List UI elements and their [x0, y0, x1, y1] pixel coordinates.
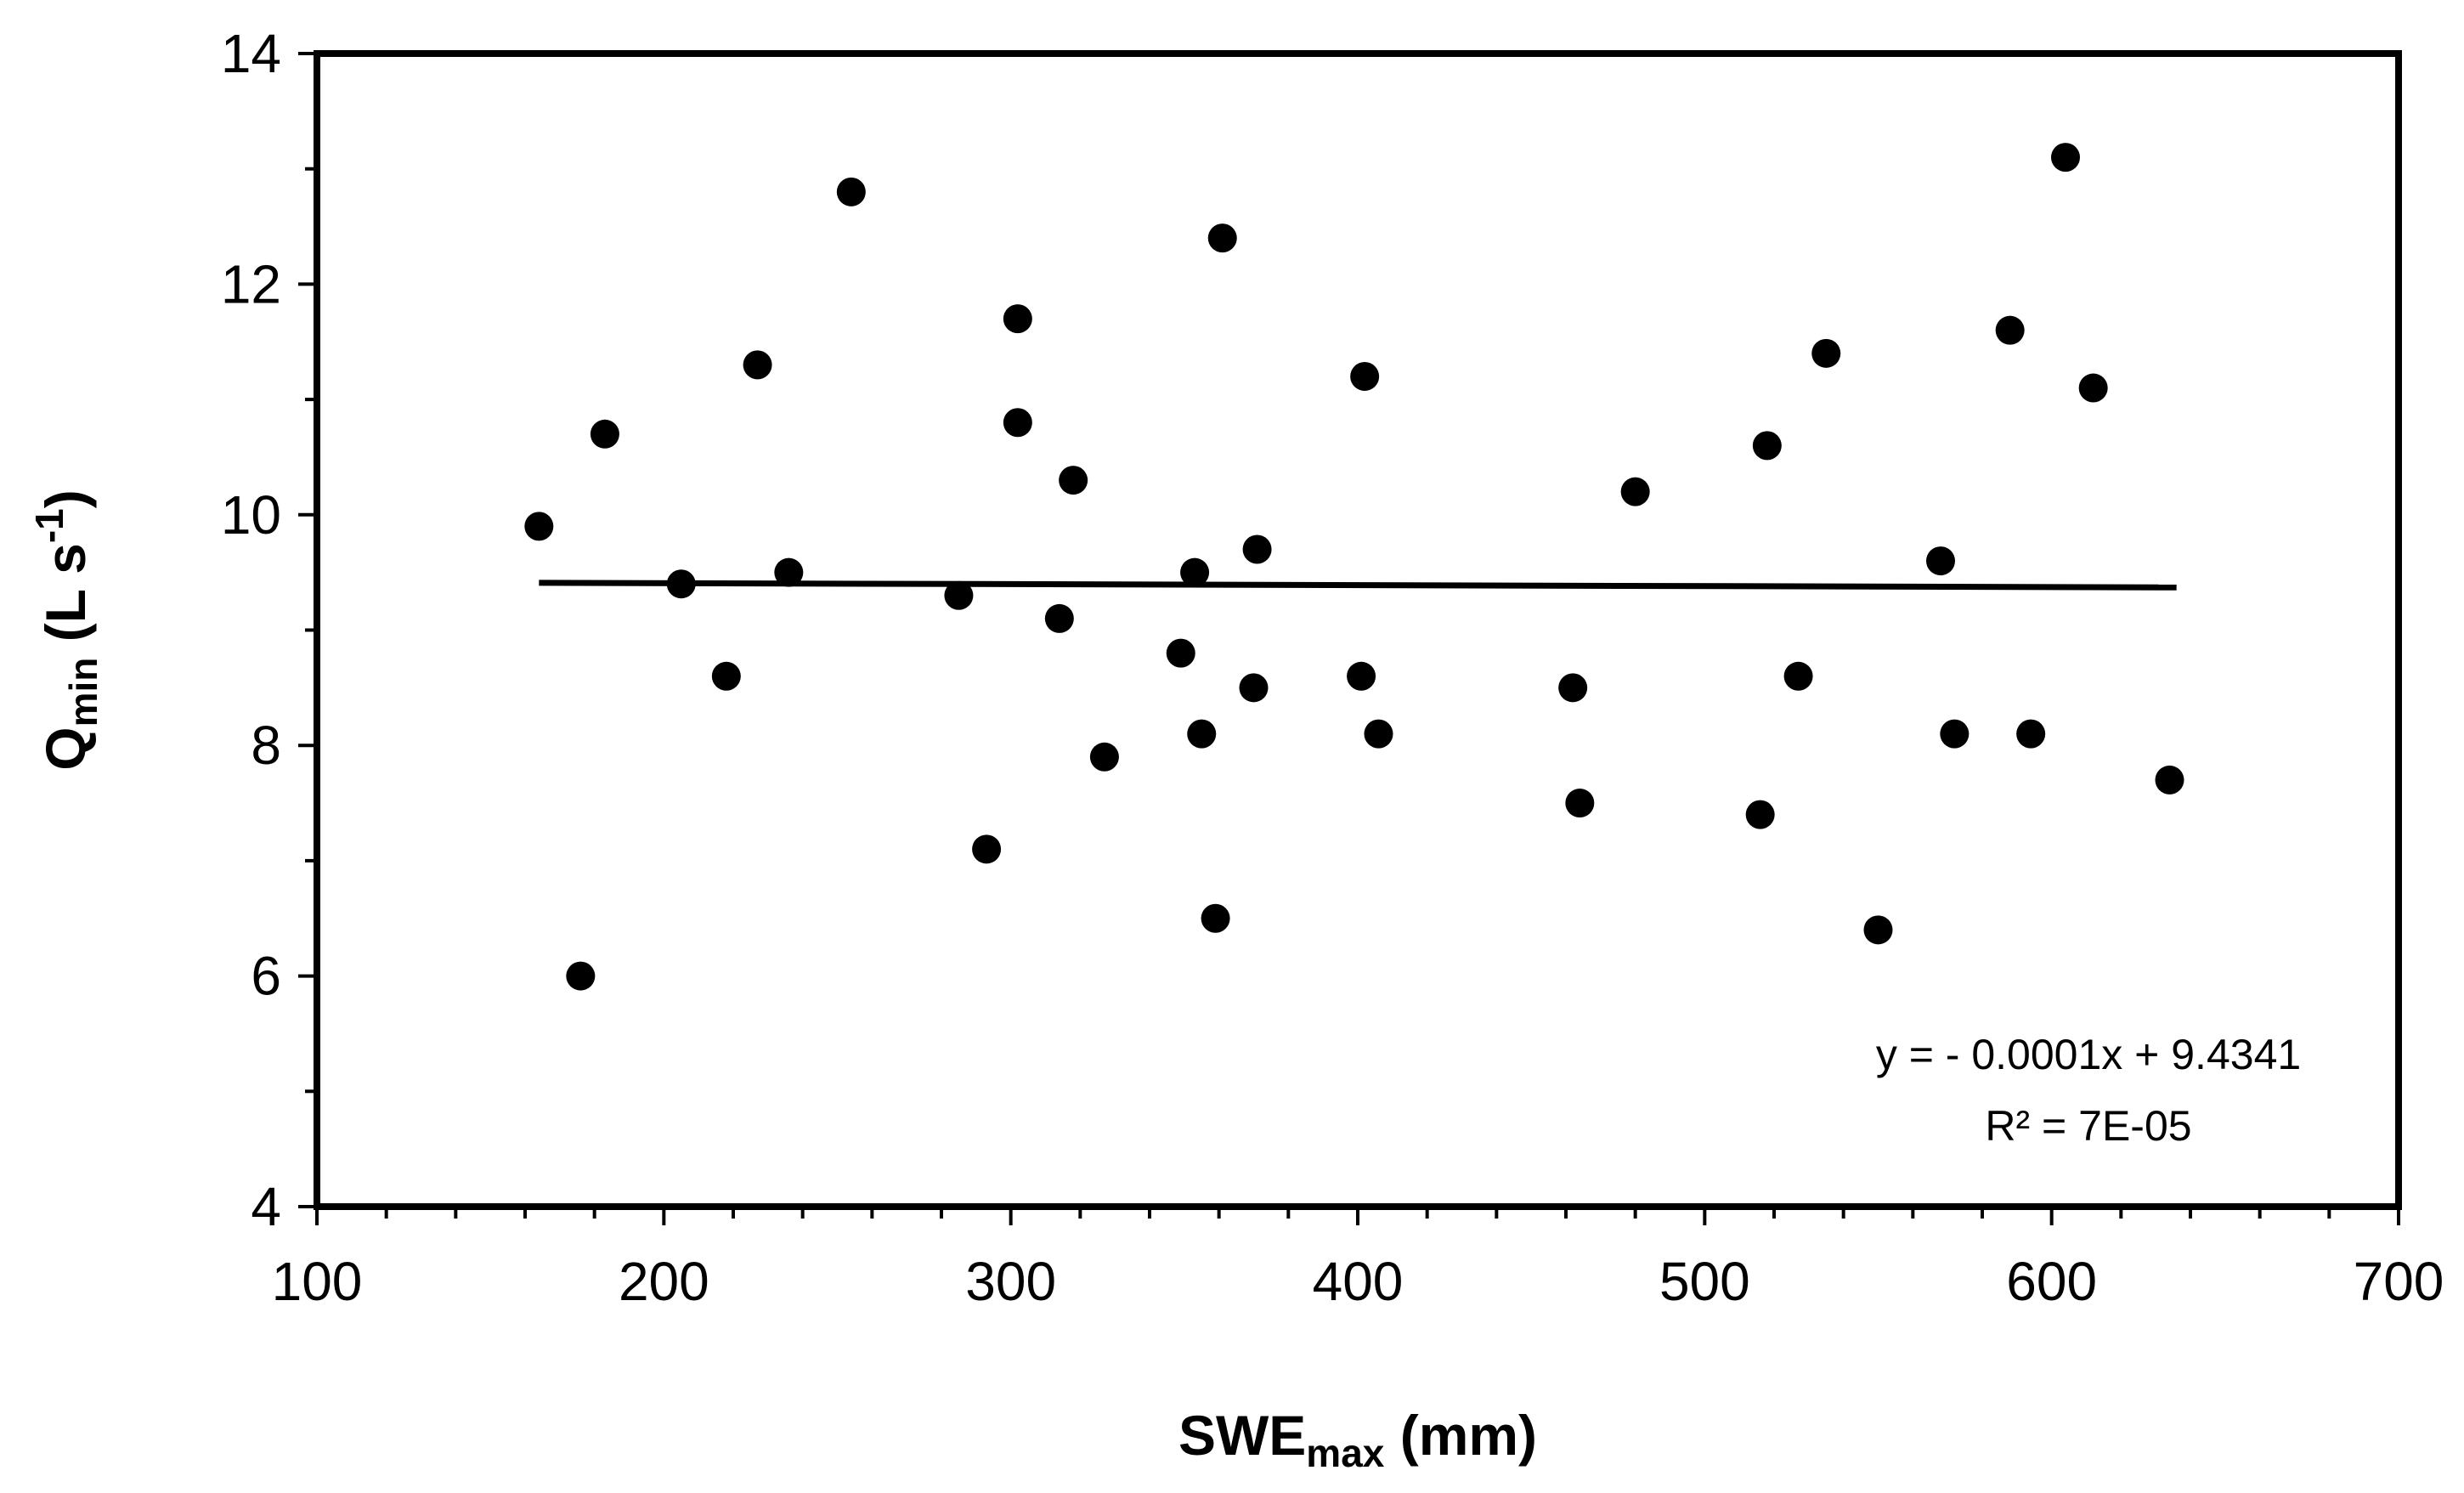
x-tick-label: 200 — [619, 1251, 709, 1312]
data-point — [1201, 903, 1230, 933]
y-axis-title: Qmin (L s-1) — [27, 489, 105, 771]
data-point — [1239, 673, 1269, 703]
data-point — [2155, 765, 2184, 795]
data-point — [1044, 603, 1074, 633]
trendline-equation: y = - 0.0001x + 9.4341 — [1876, 1031, 2301, 1078]
y-tick-label: 6 — [251, 946, 281, 1007]
data-point — [1558, 673, 1588, 703]
data-point — [1242, 534, 1272, 564]
x-tick-label: 400 — [1313, 1251, 1404, 1312]
data-point — [1207, 223, 1237, 253]
data-point — [1350, 361, 1380, 391]
data-point — [1752, 431, 1782, 461]
data-point — [1783, 661, 1813, 691]
data-point — [1003, 408, 1032, 438]
plot-area-frame — [314, 50, 2402, 1210]
data-point — [1364, 719, 1393, 749]
x-tick-label: 600 — [2006, 1251, 2097, 1312]
data-point — [1180, 557, 1210, 587]
data-point — [1565, 789, 1595, 818]
x-tick-label: 100 — [272, 1251, 363, 1312]
data-point — [1745, 800, 1775, 829]
y-tick-label: 8 — [251, 715, 281, 776]
x-tick-label: 300 — [965, 1251, 1056, 1312]
axis-tick-labels: 100 200 300 400 500 600 700 4 6 8 10 12 14 — [221, 23, 2444, 1312]
y-tick-label: 4 — [251, 1176, 281, 1237]
y-tick-label: 12 — [221, 253, 281, 314]
data-point — [1926, 546, 1955, 576]
data-point — [1059, 466, 1088, 495]
data-point — [1995, 315, 2025, 345]
x-tick-label: 700 — [2354, 1251, 2444, 1312]
data-point — [711, 661, 741, 691]
data-point — [524, 512, 554, 541]
data-point — [2078, 373, 2108, 403]
data-point — [1940, 719, 1970, 749]
data-point — [743, 350, 772, 380]
data-point — [774, 557, 804, 587]
data-point — [2016, 719, 2046, 749]
data-point — [836, 177, 866, 206]
data-point — [972, 834, 1002, 864]
y-tick-label: 10 — [221, 484, 281, 546]
data-point — [566, 961, 596, 991]
data-point — [1347, 661, 1376, 691]
trendline — [539, 580, 2177, 591]
data-point — [590, 419, 619, 449]
data-point — [1620, 477, 1650, 506]
data-point — [944, 580, 974, 610]
data-point — [2051, 143, 2080, 172]
data-point — [1003, 304, 1032, 334]
x-tick-label: 500 — [1659, 1251, 1750, 1312]
x-axis-title: SWEmax (mm) — [1178, 1404, 1537, 1475]
data-point — [1811, 338, 1841, 368]
data-point — [1089, 742, 1119, 772]
trendline-r-squared: R² = 7E-05 — [1985, 1102, 2191, 1150]
data-points — [524, 143, 2184, 991]
data-point — [1187, 719, 1217, 749]
data-point — [1863, 915, 1893, 945]
y-tick-label: 14 — [221, 23, 281, 84]
data-point — [1166, 638, 1195, 668]
